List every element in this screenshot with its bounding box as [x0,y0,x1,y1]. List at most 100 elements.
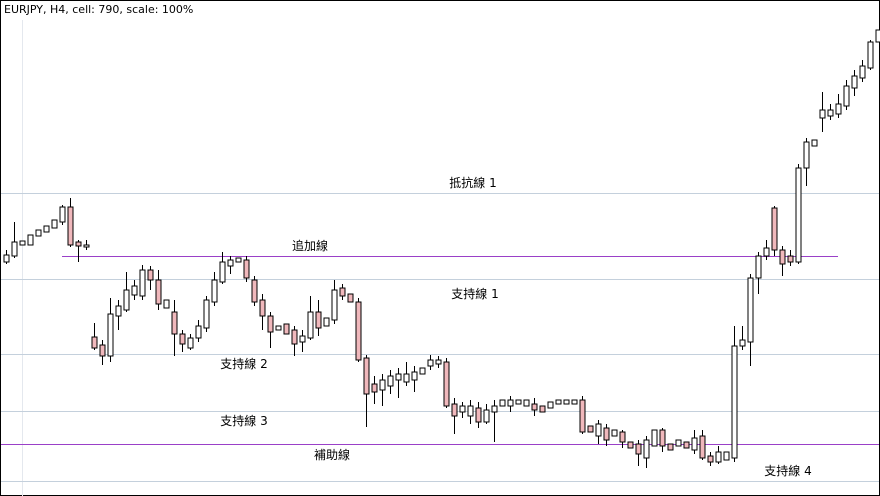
candle-body [67,206,74,246]
candle-body [491,405,498,413]
candle-body [59,206,66,223]
candle-body [747,277,754,343]
candle-body [179,333,186,345]
candle-body [3,254,10,263]
candle-body [419,367,426,375]
candle-body [339,287,346,297]
candle-body [307,311,314,339]
candle-body [595,423,602,437]
candle-body [515,399,522,405]
candle-body [99,344,106,357]
candle-body [315,311,322,329]
candle-body [827,109,834,117]
candle-body [619,431,626,443]
chart-title: EURJPY, H4, cell: 790, scale: 100% [4,3,193,16]
candle-body [859,65,866,79]
candle-body [651,429,658,447]
level-label: 支持線 2 [220,356,267,371]
candle-body [843,85,850,107]
candle-body [195,325,202,339]
candle-body [435,359,442,365]
candle-body [371,383,378,393]
candle-body [147,269,154,281]
candle-body [763,247,770,257]
candle-body [227,259,234,267]
candle-body [771,207,778,251]
candle-body [43,225,50,233]
candle-body [347,293,354,303]
candle-body [475,407,482,423]
candle-body [27,234,34,246]
candle-body [243,259,250,279]
candle-body [563,399,570,405]
candle-body [691,437,698,451]
candle-body [627,441,634,449]
candle-body [539,405,546,413]
candle-body [427,359,434,367]
candle-body [571,399,578,405]
candle-body [443,361,450,407]
candle-body [483,409,490,423]
candle-body [123,289,130,311]
candle-body [523,399,530,407]
candle-body [723,451,730,461]
candle-body [131,285,138,296]
candle-body [211,279,218,303]
candle-body [291,329,298,345]
candle-body [731,345,738,459]
candle-body [283,323,290,335]
candle-body [811,139,818,147]
candle-body [867,41,874,69]
candle-body [219,261,226,283]
level-label: 支持線 4 [764,463,811,478]
candle-body [507,399,514,407]
candle-body [851,75,858,89]
candle-body [251,279,258,303]
candle-body [643,439,650,459]
candle-body [531,403,538,411]
candle-body [835,103,842,115]
candle-body [547,401,554,409]
candle-body [659,429,666,447]
candle-body [459,405,466,413]
candle-body [875,29,880,43]
candle-body [139,269,146,297]
candle-body [259,299,266,317]
level-label: 追加線 [292,238,328,253]
candle-body [83,244,90,248]
candle-body [707,455,714,463]
candle-body [235,257,242,263]
candle-body [107,313,114,357]
candle-body [675,439,682,447]
candle-body [187,337,194,349]
candle-body [395,373,402,381]
candle-body [11,241,18,257]
candle-body [467,405,474,417]
candle-body [499,399,506,407]
candle-body [779,249,786,265]
level-label: 抵抗線 1 [449,175,496,190]
candle-body [603,427,610,441]
candle-body [579,399,586,433]
candle-body [355,301,362,361]
candle-body [379,379,386,391]
candle-body [683,441,690,449]
candle-body [203,299,210,329]
candle-body [163,299,170,309]
candle-body [331,289,338,321]
level-label: 支持線 3 [220,413,267,428]
candle-body [451,403,458,417]
candle-body [755,255,762,279]
candle-body [787,255,794,263]
candle-body [115,305,122,317]
candle-body [51,219,58,229]
candle-body [91,336,98,349]
candles [3,29,880,468]
candle-body [699,435,706,459]
candle-body [267,315,274,333]
candle-body [403,373,410,383]
candle-body [715,451,722,463]
